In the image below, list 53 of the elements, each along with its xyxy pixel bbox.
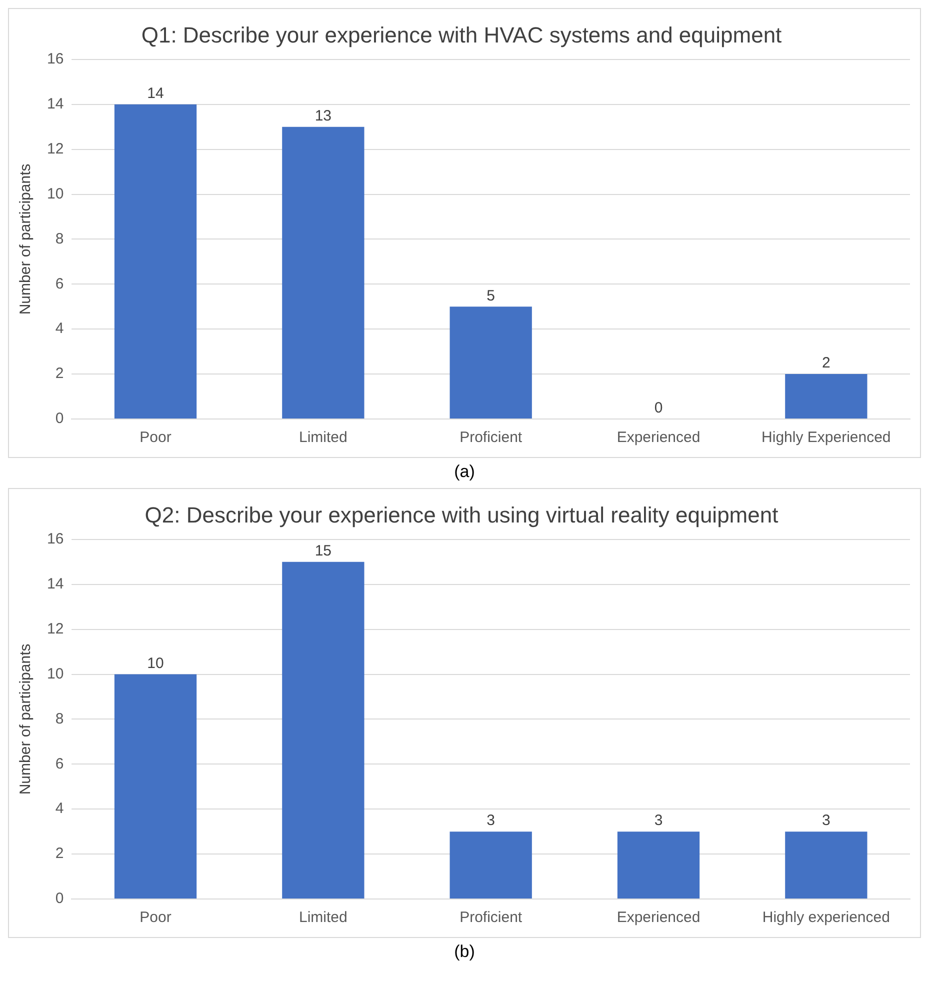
- text: (a): [453, 461, 476, 483]
- data-label: 2: [822, 354, 830, 372]
- bar: [450, 832, 532, 898]
- x-tick-label: Experienced: [616, 429, 700, 446]
- data-label: 10: [147, 654, 164, 672]
- y-tick-label: 16: [46, 50, 64, 68]
- y-tick-label: 6: [55, 755, 64, 772]
- text: (b): [453, 941, 476, 963]
- x-tick-label: Highly Experienced: [762, 429, 891, 446]
- data-label: 14: [147, 84, 164, 102]
- x-tick-label: Experienced: [616, 909, 700, 926]
- x-tick-label: Proficient: [460, 429, 523, 446]
- y-tick-label: 14: [46, 95, 64, 112]
- bar: [617, 832, 700, 898]
- y-tick-label: 10: [46, 185, 64, 202]
- data-label: 3: [822, 812, 830, 830]
- y-tick-label: 0: [55, 890, 64, 908]
- y-tick-label: 10: [46, 665, 64, 682]
- bar: [114, 674, 197, 898]
- bar: [785, 832, 868, 898]
- y-tick-label: 6: [55, 275, 64, 292]
- y-tick-label: 2: [55, 365, 64, 382]
- y-tick-label: 12: [46, 620, 64, 638]
- y-tick-label: 16: [46, 530, 64, 548]
- y-tick-label: 2: [55, 845, 64, 862]
- data-label: 3: [486, 812, 496, 830]
- data-label: 5: [486, 287, 496, 304]
- data-label: 0: [654, 400, 663, 417]
- data-label: 15: [314, 542, 332, 560]
- x-tick-label: Limited: [299, 909, 348, 926]
- data-label: 13: [314, 107, 332, 124]
- y-tick-label: 8: [55, 710, 64, 728]
- data-label: 3: [654, 812, 663, 830]
- y-axis-title: Number of participants: [17, 164, 34, 315]
- y-tick-label: 14: [46, 575, 64, 592]
- bar: [785, 374, 868, 418]
- bar: [282, 126, 364, 418]
- x-tick-label: Highly experienced: [762, 909, 890, 926]
- y-tick-label: 4: [55, 800, 64, 818]
- x-tick-label: Poor: [140, 429, 172, 446]
- y-tick-label: 12: [46, 140, 64, 158]
- y-tick-label: 8: [55, 230, 64, 248]
- x-tick-label: Proficient: [460, 909, 523, 926]
- x-tick-label: Poor: [140, 909, 172, 926]
- chart-title: Q2: Describe your experience with using virtual reality equipment: [144, 502, 778, 528]
- bar: [114, 104, 197, 418]
- x-tick-label: Limited: [299, 429, 348, 446]
- bar: [282, 562, 364, 898]
- y-tick-label: 0: [55, 410, 64, 428]
- chart-title: Q1: Describe your experience with HVAC systems and equipment: [141, 22, 782, 48]
- y-axis-title: Number of participants: [17, 644, 34, 795]
- bar: [450, 306, 532, 418]
- y-tick-label: 4: [55, 320, 64, 338]
